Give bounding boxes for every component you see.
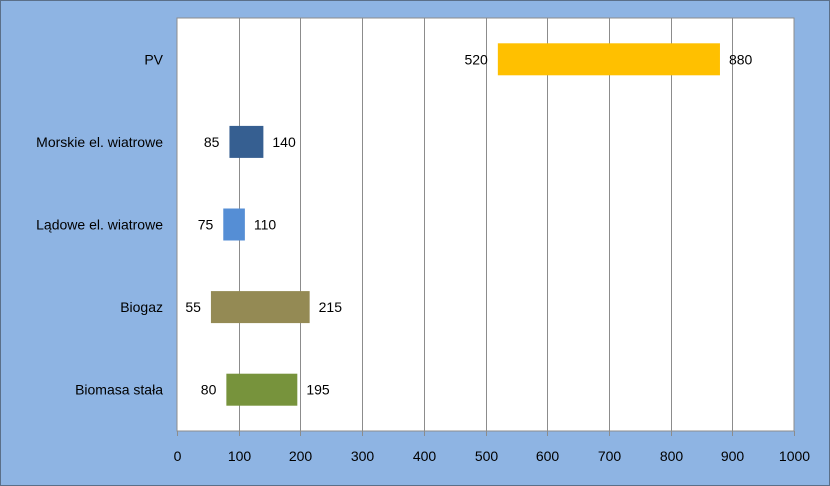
low-value-label: 520 [464,51,488,67]
x-tick-label: 200 [289,448,313,464]
x-tick-label: 800 [660,448,684,464]
range-bar [497,43,720,76]
high-value-label: 110 [254,217,277,233]
range-bar [226,373,298,406]
data-labels: 520 880 85 140 75 110 55 215 80 195 [185,51,752,397]
high-value-label: 215 [319,299,343,315]
low-value-label: 80 [201,382,217,398]
x-tick-label: 700 [598,448,622,464]
range-bar [223,208,245,241]
category-label: Biomasa stała [75,382,163,398]
bars [210,43,720,406]
low-value-label: 55 [185,299,201,315]
x-tick-label: 300 [351,448,375,464]
x-tick-label: 900 [721,448,745,464]
category-label: Lądowe el. wiatrowe [36,217,163,233]
high-value-label: 195 [306,382,330,398]
x-tick-label: 0 [174,448,182,464]
low-value-label: 85 [204,134,220,150]
range-bar [229,125,264,158]
range-bar [210,291,310,324]
high-value-label: 140 [272,134,296,150]
x-tick-label: 500 [475,448,499,464]
category-labels: PV Morskie el. wiatrowe Lądowe el. wiatrow… [36,51,164,397]
x-tick-label: 1000 [779,448,810,464]
x-tick-label: 400 [413,448,437,464]
category-label: Morskie el. wiatrowe [36,134,163,150]
high-value-label: 880 [729,51,753,67]
x-tick-label: 100 [228,448,252,464]
x-axis: 0 100 200 300 400 500 600 700 800 900 1000 [174,431,810,464]
x-tick-label: 600 [536,448,560,464]
low-value-label: 75 [198,217,214,233]
plot-area [176,17,795,432]
gridlines [239,18,733,431]
category-label: Biogaz [120,299,163,315]
category-label: PV [144,51,163,67]
